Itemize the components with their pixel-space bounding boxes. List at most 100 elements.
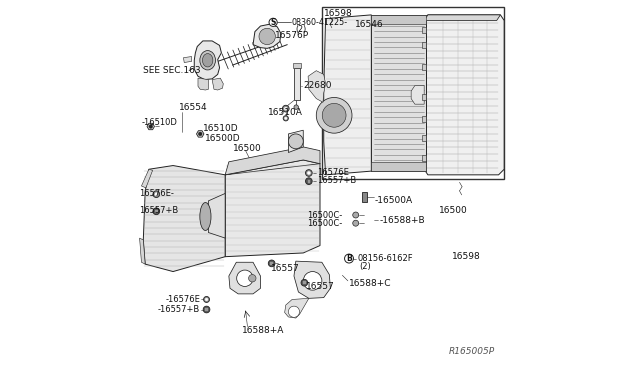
- Circle shape: [248, 275, 256, 282]
- Polygon shape: [141, 169, 152, 188]
- Circle shape: [305, 178, 312, 185]
- Text: B: B: [346, 254, 352, 263]
- Text: -16500A: -16500A: [374, 196, 413, 205]
- Text: 16576E-: 16576E-: [140, 189, 175, 198]
- Circle shape: [153, 208, 159, 215]
- Text: 16557+B: 16557+B: [317, 176, 356, 185]
- Text: -16557+B: -16557+B: [158, 305, 200, 314]
- Text: 22680: 22680: [303, 81, 332, 90]
- Polygon shape: [198, 78, 209, 90]
- Circle shape: [303, 272, 322, 290]
- Text: 16557+B: 16557+B: [140, 206, 179, 215]
- Polygon shape: [229, 262, 260, 294]
- Text: 16557: 16557: [271, 264, 300, 273]
- Text: -16510D: -16510D: [141, 118, 177, 127]
- Text: 16598: 16598: [324, 9, 353, 17]
- Circle shape: [284, 107, 287, 110]
- Bar: [362, 192, 367, 202]
- Bar: [270, 262, 273, 265]
- Circle shape: [282, 105, 289, 112]
- Circle shape: [205, 298, 208, 301]
- Polygon shape: [411, 86, 424, 104]
- Circle shape: [353, 220, 358, 226]
- Polygon shape: [285, 298, 309, 318]
- Text: 16598: 16598: [452, 252, 481, 261]
- Bar: [422, 27, 426, 33]
- Circle shape: [204, 296, 209, 302]
- Bar: [322, 7, 504, 179]
- Bar: [422, 94, 426, 100]
- Bar: [307, 180, 310, 183]
- Text: 08156-6162F: 08156-6162F: [357, 254, 413, 263]
- Polygon shape: [371, 15, 426, 24]
- Text: 16500C-: 16500C-: [307, 211, 342, 219]
- Polygon shape: [212, 78, 223, 90]
- Circle shape: [203, 306, 210, 313]
- Text: 16546: 16546: [355, 20, 384, 29]
- Text: S: S: [271, 18, 276, 27]
- Circle shape: [294, 105, 298, 109]
- Bar: [155, 210, 157, 213]
- Text: 16557: 16557: [306, 282, 335, 291]
- Circle shape: [268, 260, 275, 267]
- Polygon shape: [371, 162, 426, 171]
- Circle shape: [283, 116, 289, 121]
- Polygon shape: [293, 63, 301, 68]
- Text: (2): (2): [359, 262, 371, 271]
- Polygon shape: [143, 166, 225, 272]
- Text: 16588+C: 16588+C: [349, 279, 391, 288]
- Circle shape: [353, 212, 358, 218]
- Text: R165005P: R165005P: [449, 347, 495, 356]
- Polygon shape: [184, 57, 191, 62]
- Text: 16554: 16554: [179, 103, 207, 112]
- Polygon shape: [196, 131, 204, 137]
- Ellipse shape: [200, 202, 211, 230]
- Text: 16500C-: 16500C-: [307, 219, 342, 228]
- Ellipse shape: [202, 54, 213, 67]
- Polygon shape: [225, 147, 320, 175]
- Polygon shape: [147, 123, 154, 130]
- Bar: [422, 42, 426, 48]
- Circle shape: [305, 170, 312, 176]
- Text: 08360-41225-: 08360-41225-: [291, 18, 348, 27]
- Text: 16500D: 16500D: [205, 134, 240, 143]
- Circle shape: [149, 125, 152, 128]
- Text: -16576E: -16576E: [165, 295, 200, 304]
- Text: (2): (2): [296, 25, 307, 34]
- Bar: [303, 281, 306, 284]
- Polygon shape: [140, 238, 145, 264]
- Text: SEE SEC.163: SEE SEC.163: [143, 66, 201, 75]
- Polygon shape: [209, 193, 225, 238]
- Polygon shape: [289, 130, 303, 153]
- Text: 16500: 16500: [439, 206, 468, 215]
- Circle shape: [237, 270, 253, 286]
- Bar: [422, 155, 426, 161]
- Circle shape: [301, 279, 308, 286]
- Bar: [422, 135, 426, 141]
- Circle shape: [155, 193, 158, 196]
- Text: 16510A: 16510A: [268, 108, 303, 117]
- Polygon shape: [294, 261, 330, 298]
- Text: 16500: 16500: [232, 144, 261, 153]
- Polygon shape: [324, 15, 371, 175]
- Circle shape: [289, 306, 300, 317]
- Circle shape: [269, 18, 277, 26]
- Bar: [422, 64, 426, 70]
- Circle shape: [322, 103, 346, 127]
- Text: 16576P: 16576P: [275, 31, 308, 40]
- Circle shape: [344, 254, 353, 263]
- Polygon shape: [225, 160, 320, 257]
- Ellipse shape: [200, 51, 216, 70]
- Circle shape: [307, 171, 310, 174]
- Bar: [294, 68, 300, 100]
- Circle shape: [289, 134, 303, 149]
- Circle shape: [285, 117, 287, 119]
- Bar: [205, 308, 208, 311]
- Polygon shape: [424, 15, 500, 20]
- Text: 16588+A: 16588+A: [242, 326, 284, 335]
- Polygon shape: [424, 15, 504, 175]
- Polygon shape: [195, 41, 221, 80]
- Circle shape: [153, 191, 159, 198]
- Text: 16576E: 16576E: [317, 168, 349, 177]
- Bar: [422, 116, 426, 122]
